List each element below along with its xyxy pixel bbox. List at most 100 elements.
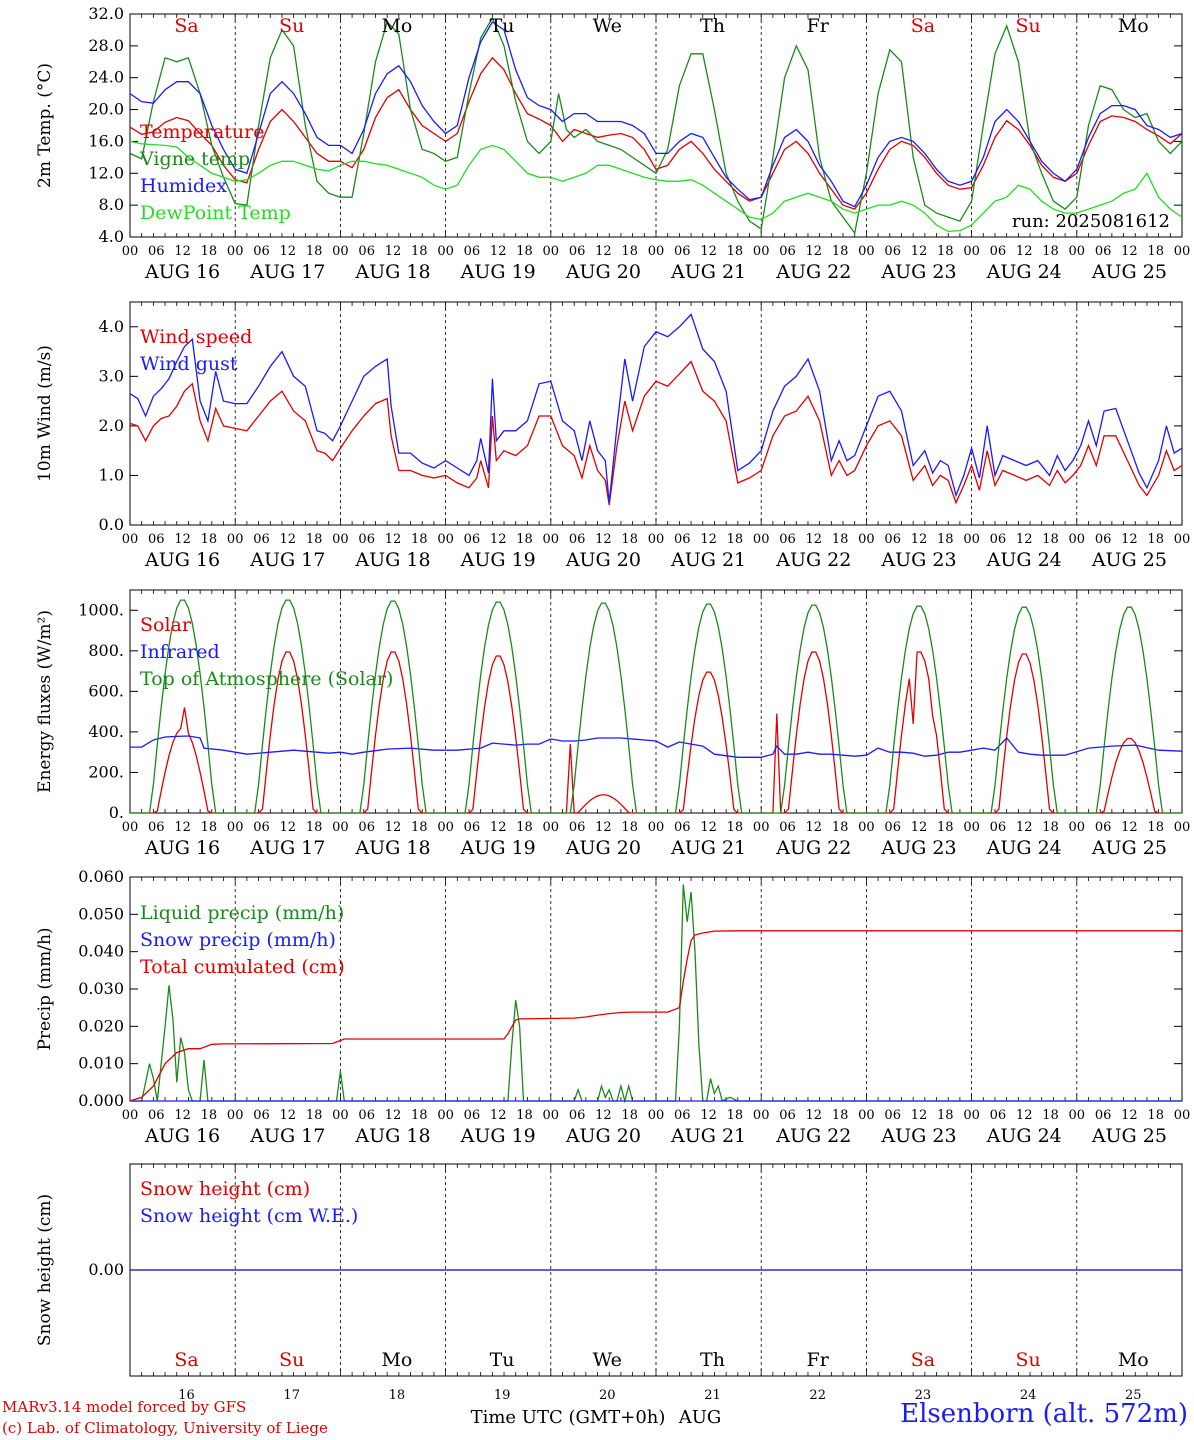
date-label: AUG 20 <box>565 837 641 859</box>
hour-tick-label: 18 <box>832 244 849 259</box>
date-label: AUG 24 <box>986 261 1062 283</box>
hour-tick-label: 18 <box>937 244 954 259</box>
date-label: AUG 21 <box>670 1125 746 1147</box>
y-axis-title: 2m Temp. (°C) <box>35 63 55 188</box>
date-label: AUG 25 <box>1091 549 1167 571</box>
day-of-week-label: Mo <box>1118 15 1149 37</box>
date-label: AUG 23 <box>880 549 956 571</box>
hour-tick-label: 06 <box>358 532 375 547</box>
legend-entry: Snow height (cm) <box>140 1178 310 1200</box>
hour-tick-label: 18 <box>832 1108 849 1123</box>
hour-tick-label: 18 <box>621 820 638 835</box>
hour-tick-label: 18 <box>1147 244 1164 259</box>
y-tick-label: 800. <box>88 641 124 660</box>
y-tick-label: 0.010 <box>78 1054 124 1073</box>
hour-tick-label: 12 <box>1121 244 1138 259</box>
hour-tick-label: 12 <box>280 244 297 259</box>
hour-tick-label: 12 <box>911 820 928 835</box>
hour-tick-label: 00 <box>1069 1108 1086 1123</box>
y-axis-title: 10m Wind (m/s) <box>35 345 55 482</box>
hour-tick-label: 00 <box>122 244 139 259</box>
day-of-week-label: We <box>593 1349 622 1371</box>
hour-tick-label: 18 <box>516 820 533 835</box>
hour-tick-label: 12 <box>174 532 191 547</box>
date-label: AUG 19 <box>460 837 536 859</box>
hour-tick-label: 06 <box>779 820 796 835</box>
date-label: AUG 19 <box>460 261 536 283</box>
hour-tick-label: 00 <box>753 532 770 547</box>
day-of-week-label: Th <box>700 1349 725 1371</box>
hour-tick-label: 06 <box>779 244 796 259</box>
hour-tick-label: 00 <box>753 820 770 835</box>
hour-tick-label: 00 <box>858 244 875 259</box>
legend-entry: Snow precip (mm/h) <box>140 929 336 951</box>
hour-tick-label: 12 <box>174 1108 191 1123</box>
date-label: AUG 20 <box>565 549 641 571</box>
date-label: AUG 23 <box>880 837 956 859</box>
legend-entry: Infrared <box>140 641 220 663</box>
hour-tick-label: 00 <box>437 1108 454 1123</box>
date-label: AUG 16 <box>144 837 220 859</box>
hour-tick-label: 18 <box>411 244 428 259</box>
hour-tick-label: 18 <box>727 1108 744 1123</box>
legend-entry: Wind gust <box>140 353 238 375</box>
y-tick-label: 0.000 <box>78 1091 124 1110</box>
hour-tick-label: 18 <box>1147 1108 1164 1123</box>
date-label: AUG 20 <box>565 261 641 283</box>
hour-tick-label: 00 <box>963 532 980 547</box>
hour-tick-label: 12 <box>700 820 717 835</box>
y-tick-label: 0.030 <box>78 979 124 998</box>
date-label: AUG 17 <box>249 549 325 571</box>
hour-tick-label: 00 <box>227 820 244 835</box>
y-tick-label: 20.0 <box>88 100 124 119</box>
hour-tick-label: 06 <box>148 244 165 259</box>
y-axis-title: Snow height (cm) <box>35 1194 55 1346</box>
date-label: AUG 18 <box>354 837 430 859</box>
hour-tick-label: 06 <box>1095 1108 1112 1123</box>
hour-tick-label: 18 <box>1147 532 1164 547</box>
hour-tick-label: 06 <box>884 820 901 835</box>
date-label: AUG 20 <box>565 1125 641 1147</box>
hour-tick-label: 12 <box>385 244 402 259</box>
date-label: AUG 22 <box>775 837 851 859</box>
hour-tick-label: 18 <box>516 532 533 547</box>
hour-tick-label: 06 <box>990 244 1007 259</box>
y-tick-label: 0.040 <box>78 942 124 961</box>
hour-tick-label: 18 <box>727 244 744 259</box>
hour-tick-label: 12 <box>911 244 928 259</box>
hour-tick-label: 06 <box>779 1108 796 1123</box>
wind-frame <box>129 301 1183 526</box>
hour-tick-label: 18 <box>621 532 638 547</box>
hour-tick-label: 06 <box>990 820 1007 835</box>
hour-tick-label: 18 <box>937 1108 954 1123</box>
y-axis-title: Precip (mm/h) <box>35 927 55 1050</box>
hour-tick-label: 00 <box>1174 532 1191 547</box>
date-label: AUG 17 <box>249 1125 325 1147</box>
hour-tick-label: 00 <box>543 820 560 835</box>
hour-tick-label: 00 <box>332 244 349 259</box>
hour-tick-label: 00 <box>858 820 875 835</box>
hour-tick-label: 18 <box>201 1108 218 1123</box>
hour-tick-label: 18 <box>727 532 744 547</box>
hour-tick-label: 12 <box>595 820 612 835</box>
hour-tick-label: 06 <box>569 1108 586 1123</box>
hour-tick-label: 06 <box>358 1108 375 1123</box>
hour-tick-label: 00 <box>963 1108 980 1123</box>
hour-tick-label: 12 <box>280 1108 297 1123</box>
date-label: AUG 16 <box>144 549 220 571</box>
hour-tick-label: 06 <box>674 820 691 835</box>
hour-tick-label: 06 <box>674 1108 691 1123</box>
hour-tick-label: 18 <box>306 1108 323 1123</box>
hour-tick-label: 18 <box>411 820 428 835</box>
hour-tick-label: 12 <box>595 244 612 259</box>
date-label: AUG 17 <box>249 837 325 859</box>
date-label: AUG 21 <box>670 261 746 283</box>
date-label: AUG 23 <box>880 261 956 283</box>
date-label: AUG 18 <box>354 1125 430 1147</box>
hour-tick-label: 18 <box>201 532 218 547</box>
hour-tick-label: 12 <box>1016 820 1033 835</box>
hour-tick-label: 06 <box>1095 244 1112 259</box>
hour-tick-label: 06 <box>148 1108 165 1123</box>
y-tick-label: 8.0 <box>99 195 124 214</box>
hour-tick-label: 12 <box>1121 1108 1138 1123</box>
